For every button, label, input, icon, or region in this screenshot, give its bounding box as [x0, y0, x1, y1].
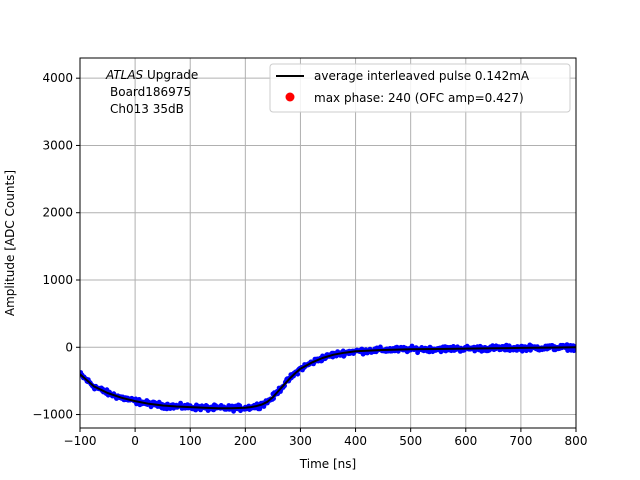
- y-tick-label: 3000: [42, 138, 73, 152]
- x-tick-label: 200: [234, 434, 257, 448]
- data-layer: [80, 342, 576, 414]
- legend-dot-marker: [285, 92, 295, 102]
- y-axis-label: Amplitude [ADC Counts]: [3, 170, 17, 316]
- legend: average interleaved pulse 0.142mA max ph…: [269, 63, 571, 113]
- atlas-annotation: ATLAS Upgrade Board186975 Ch013 35dB: [105, 68, 198, 116]
- annotation-atlas: ATLAS: [105, 68, 144, 82]
- annotation-upgrade: Upgrade: [143, 68, 198, 82]
- x-axis: −100 0 100 200 300 400 500 600 700 800: [64, 428, 588, 448]
- annotation-line-3: Ch013 35dB: [110, 102, 184, 116]
- annotation-line-2: Board186975: [110, 85, 191, 99]
- legend-label-average: average interleaved pulse 0.142mA: [314, 69, 530, 83]
- sample-point: [178, 400, 184, 406]
- y-tick-label: 1000: [42, 273, 73, 287]
- x-tick-label: 500: [399, 434, 422, 448]
- annotation-line-1: ATLAS Upgrade: [105, 68, 198, 82]
- y-axis: −1000 0 1000 2000 3000 4000: [32, 71, 80, 422]
- y-tick-label: 4000: [42, 71, 73, 85]
- x-tick-label: 700: [509, 434, 532, 448]
- x-tick-label: −100: [64, 434, 97, 448]
- y-tick-label: 0: [65, 340, 73, 354]
- y-tick-label: 2000: [42, 206, 73, 220]
- legend-box: [269, 63, 571, 113]
- x-axis-label: Time [ns]: [299, 457, 356, 471]
- x-tick-label: 100: [179, 434, 202, 448]
- average-pulse-line: [80, 346, 576, 410]
- x-tick-label: 400: [344, 434, 367, 448]
- x-tick-label: 300: [289, 434, 312, 448]
- x-tick-label: 0: [131, 434, 139, 448]
- plot-frame: [79, 57, 577, 429]
- x-tick-label: 800: [565, 434, 588, 448]
- legend-label-max-phase: max phase: 240 (OFC amp=0.427): [314, 91, 524, 105]
- y-tick-label: −1000: [32, 408, 73, 422]
- x-tick-label: 600: [454, 434, 477, 448]
